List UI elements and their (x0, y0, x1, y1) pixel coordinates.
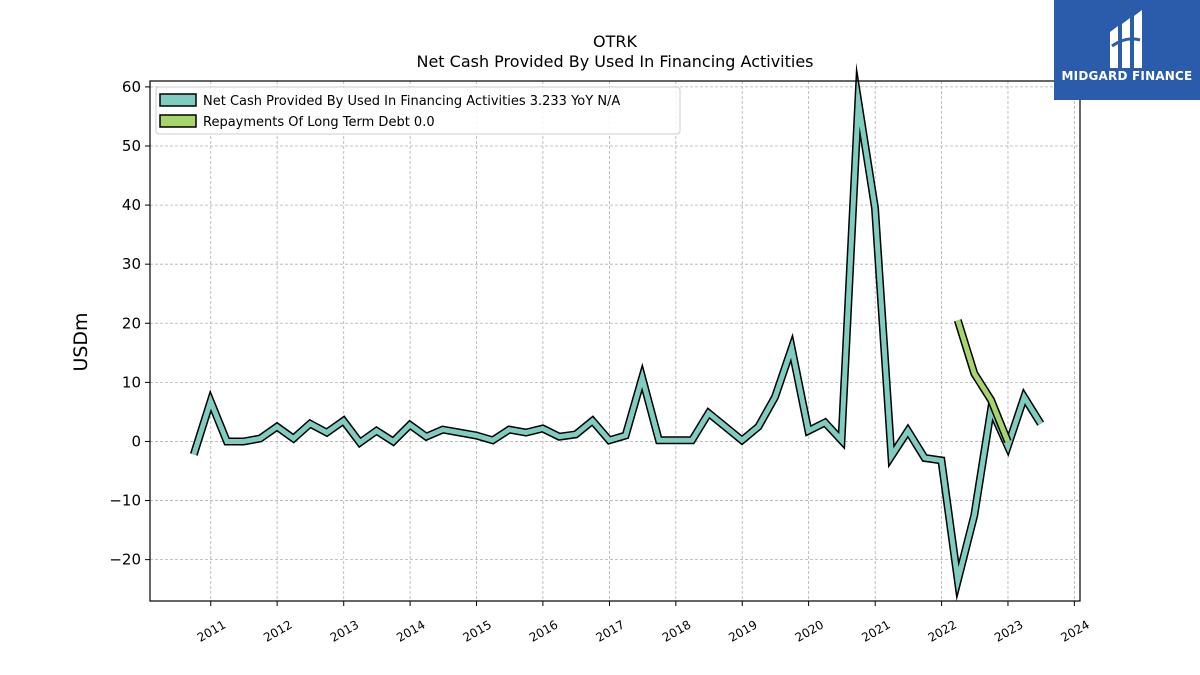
series-line-0 (191, 77, 1043, 594)
y-tick-label: 30 (122, 255, 141, 273)
chart-subtitle: Net Cash Provided By Used In Financing A… (416, 52, 813, 71)
series-layer (189, 62, 1045, 602)
x-tick-label: 2017 (593, 617, 626, 644)
x-tick-label: 2021 (859, 617, 892, 644)
brand-logo: MIDGARD FINANCE (1054, 0, 1200, 100)
legend: Net Cash Provided By Used In Financing A… (155, 86, 681, 135)
series-line-1 (955, 319, 1011, 443)
x-tick-label: 2018 (660, 617, 693, 644)
y-tick-label: 20 (122, 314, 141, 332)
series-outline-0 (189, 62, 1045, 602)
y-tick-label: 0 (131, 432, 141, 450)
legend-label: Repayments Of Long Term Debt 0.0 (203, 115, 435, 130)
y-tick-label: 60 (122, 78, 141, 96)
brand-mark-icon (1110, 10, 1142, 68)
legend-label: Net Cash Provided By Used In Financing A… (203, 94, 620, 109)
x-tick-label: 2016 (527, 617, 560, 644)
legend-swatch (159, 114, 197, 128)
x-tick-label: 2012 (261, 617, 294, 644)
x-tick-label: 2015 (461, 617, 494, 644)
x-tick-label: 2013 (328, 617, 361, 644)
legend-box (155, 86, 681, 135)
x-tick-label: 2020 (793, 617, 826, 644)
x-tick-label: 2019 (726, 617, 759, 644)
brand-name: MIDGARD FINANCE (1061, 69, 1193, 83)
y-tick-label: 10 (122, 373, 141, 391)
x-tick-label: 2011 (195, 617, 228, 644)
x-tick-label: 2024 (1058, 617, 1091, 644)
legend-swatch (159, 93, 197, 107)
y-tick-label: 50 (122, 137, 141, 155)
y-tick-label: 40 (122, 196, 141, 214)
y-tick-label: −10 (109, 492, 141, 510)
grid (150, 81, 1080, 601)
plot-area-frame (149, 80, 1081, 602)
chart-title: OTRK (593, 32, 637, 51)
x-tick-label: 2014 (394, 617, 427, 644)
y-tick-label: −20 (109, 551, 141, 569)
y-axis-label: USDm (70, 312, 92, 371)
x-tick-label: 2023 (992, 617, 1025, 644)
x-tick-label: 2022 (926, 617, 959, 644)
